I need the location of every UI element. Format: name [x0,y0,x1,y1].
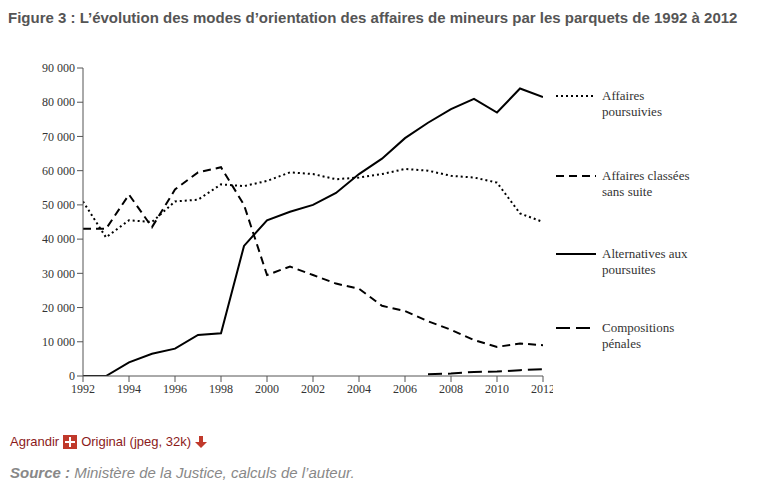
svg-text:90 000: 90 000 [42,61,75,75]
svg-text:1996: 1996 [163,382,187,396]
html-text:Affaires classées sans suite: Affaires classées sans suite [602,168,690,199]
html-text:Figure 3 : L’évolution des mod: Figure 3 : L’évolution des modes d’orien… [8,9,738,26]
svg-text:2006: 2006 [393,382,417,396]
svg-text:1998: 1998 [209,382,233,396]
html-text:Affaires poursuivies: Affaires poursuivies [602,88,662,119]
svg-text:2008: 2008 [439,382,463,396]
svg-text:1992: 1992 [71,382,95,396]
svg-text:30 000: 30 000 [42,267,75,281]
svg-text:10 000: 10 000 [42,335,75,349]
svg-text:50 000: 50 000 [42,198,75,212]
html-text:Source : Ministère de la Justi: Source : Ministère de la Justice, calcul… [10,464,355,481]
html-text:Agrandir: Agrandir [10,434,60,449]
svg-text:2010: 2010 [485,382,509,396]
html-text:Original (jpeg, 32k): Original (jpeg, 32k) [81,434,191,449]
html-text:Compositions pénales: Compositions pénales [602,320,675,351]
svg-text:2004: 2004 [347,382,371,396]
svg-text:60 000: 60 000 [42,164,75,178]
svg-text:2000: 2000 [255,382,279,396]
svg-text:2002: 2002 [301,382,325,396]
svg-text:20 000: 20 000 [42,301,75,315]
html-text:Alternatives aux poursuites: Alternatives aux poursuites [602,246,688,277]
svg-text:2012: 2012 [531,382,553,396]
svg-text:80 000: 80 000 [42,95,75,109]
svg-text:0: 0 [69,369,75,383]
svg-text:1994: 1994 [117,382,141,396]
svg-text:70 000: 70 000 [42,130,75,144]
svg-text:40 000: 40 000 [42,232,75,246]
